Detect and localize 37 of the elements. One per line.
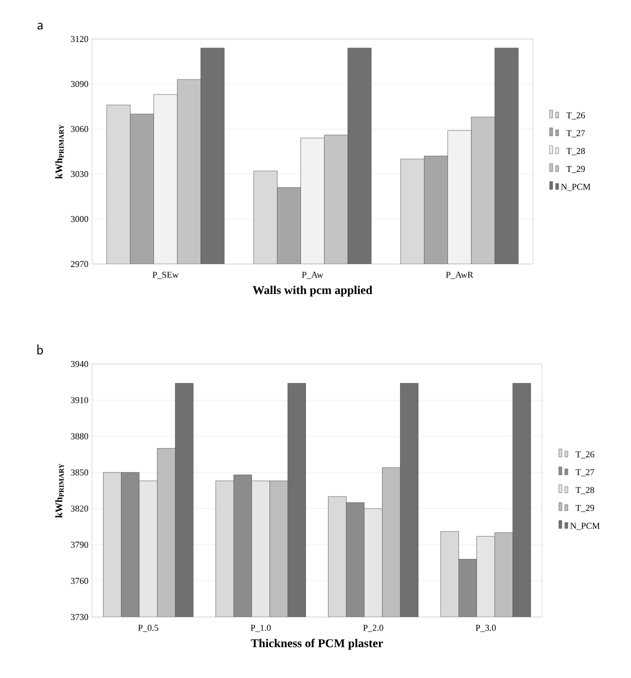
- y-axis-title: kWh$_{PRIMARY}$: [55, 464, 64, 518]
- chart-title: b: [37, 344, 43, 355]
- x-tick-label: P_0.5: [138, 624, 158, 632]
- x-tick-label: P_Aw: [302, 272, 324, 279]
- legend-label: T_27: [566, 130, 585, 138]
- legend-label: T_27: [576, 469, 594, 476]
- y-axis-title: kWh$_{PRIMARY}$: [55, 124, 64, 179]
- y-tick-label: 3880: [70, 433, 88, 440]
- x-tick-label: P_1.0: [250, 624, 271, 632]
- x-tick-label: P_AwR: [446, 272, 474, 279]
- y-tick-label: 3030: [70, 170, 88, 178]
- y-tick-label: 3730: [70, 614, 88, 620]
- legend-label: T_29: [566, 166, 585, 173]
- y-tick-label: 3910: [70, 397, 88, 404]
- y-tick-label: 3850: [70, 469, 88, 476]
- y-tick-label: 2970: [70, 260, 88, 268]
- y-tick-label: 3820: [70, 506, 88, 512]
- y-tick-label: 3940: [70, 360, 88, 368]
- legend-label: N_PCM: [561, 184, 590, 191]
- y-tick-label: 3090: [70, 80, 88, 88]
- x-tick-label: P_3.0: [476, 624, 496, 632]
- x-axis-title: Walls with pcm applied: [252, 286, 372, 297]
- y-tick-label: 3760: [70, 578, 88, 584]
- y-tick-label: 3790: [70, 542, 88, 548]
- legend-label: T_29: [576, 504, 594, 512]
- y-tick-label: 3120: [70, 36, 88, 42]
- chart-title: a: [38, 22, 42, 30]
- legend-label: N_PCM: [570, 522, 600, 530]
- legend-label: T_28: [566, 148, 585, 156]
- x-tick-label: P_2.0: [363, 624, 384, 632]
- legend-label: T_26: [576, 451, 594, 458]
- x-tick-label: P_SEw: [152, 272, 179, 279]
- y-tick-label: 3060: [70, 126, 88, 132]
- legend-label: T_28: [576, 487, 594, 494]
- legend-label: T_26: [566, 112, 585, 120]
- x-axis-title: Thickness of PCM plaster: [250, 638, 383, 650]
- y-tick-label: 3000: [70, 216, 88, 222]
